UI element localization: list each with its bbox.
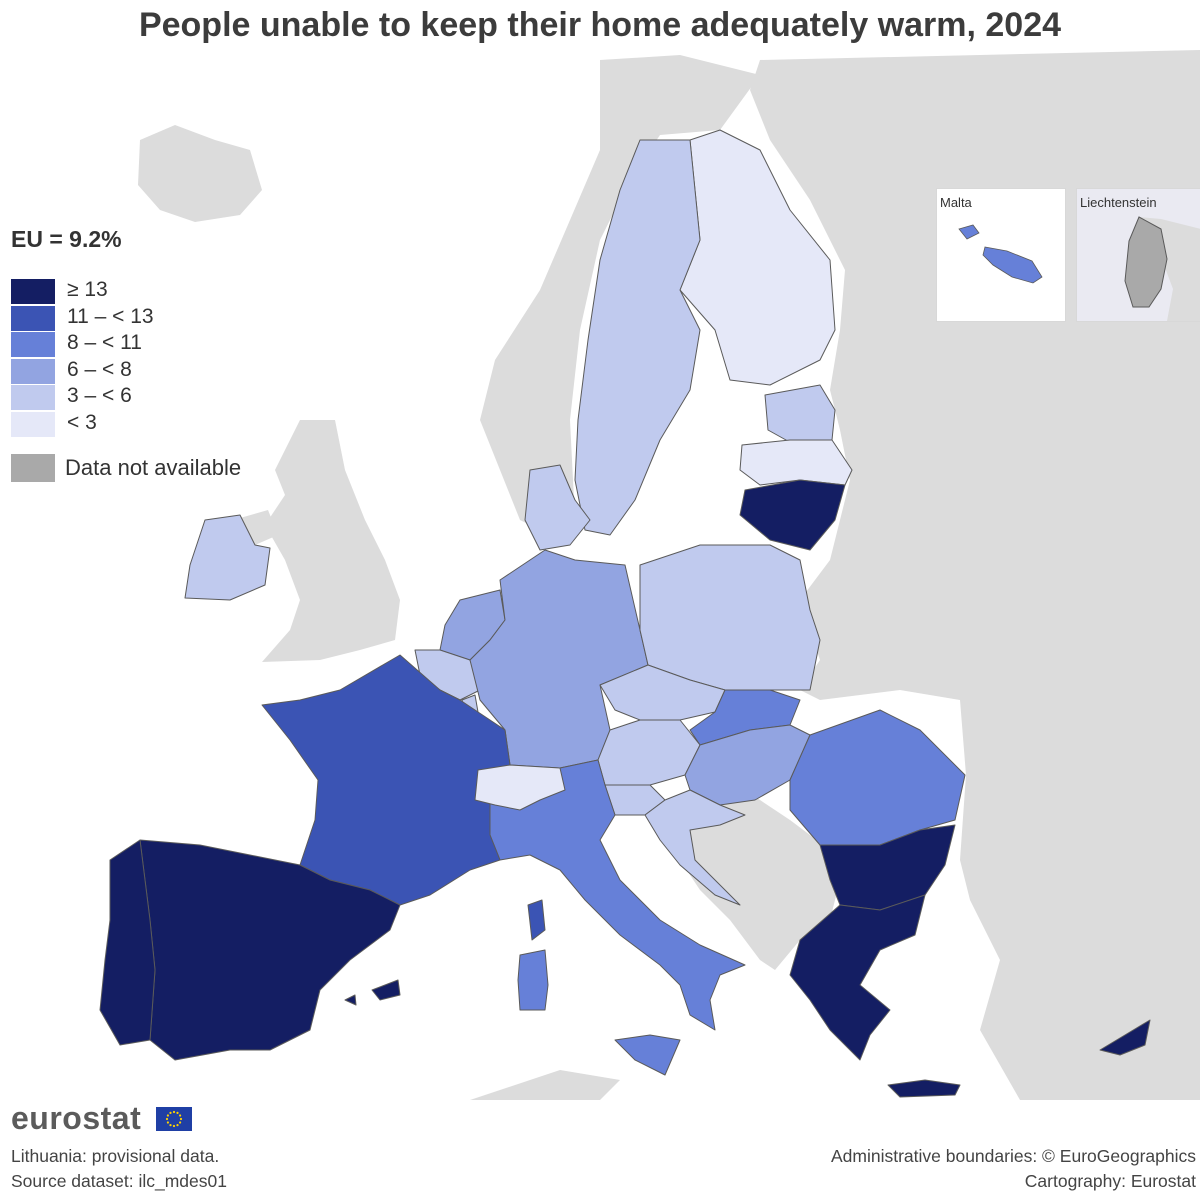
eu-average-label: EU = 9.2% bbox=[11, 226, 122, 252]
legend-swatch bbox=[11, 358, 55, 384]
balkans bbox=[680, 790, 840, 970]
legend-label: ≥ 13 bbox=[67, 278, 108, 301]
eu-countries bbox=[99, 129, 1151, 1098]
great-britain bbox=[262, 420, 400, 662]
switzerland-area-gap bbox=[470, 1070, 620, 1100]
cyprus bbox=[1099, 1019, 1151, 1056]
balearic-islands bbox=[344, 979, 401, 1006]
eurostat-logo: eurostat bbox=[11, 1100, 142, 1136]
inset-liechtenstein: Liechtenstein bbox=[1076, 188, 1200, 322]
crete bbox=[887, 1079, 961, 1098]
inset-malta: Malta bbox=[936, 188, 1066, 322]
latvia bbox=[739, 439, 853, 486]
romania bbox=[789, 709, 966, 846]
footnote-cartography: Cartography: Eurostat bbox=[1024, 1171, 1196, 1191]
eu-flag-icon bbox=[156, 1107, 192, 1131]
sicily bbox=[614, 1034, 681, 1076]
legend-label: 3 – < 6 bbox=[67, 384, 132, 407]
hungary bbox=[684, 724, 811, 806]
legend-swatch bbox=[11, 279, 55, 304]
sardinia bbox=[517, 949, 549, 1011]
legend-label: 11 – < 13 bbox=[67, 304, 154, 328]
sweden bbox=[574, 139, 701, 536]
france bbox=[261, 654, 511, 906]
footnote-provisional: Lithuania: provisional data. bbox=[11, 1146, 220, 1166]
legend-label: < 3 bbox=[67, 410, 97, 434]
poland bbox=[639, 544, 821, 691]
greece bbox=[789, 894, 926, 1061]
legend-swatch bbox=[11, 385, 55, 410]
iceland bbox=[138, 125, 262, 222]
portugal bbox=[99, 839, 156, 1046]
northern-ireland bbox=[240, 510, 278, 545]
legend-swatch bbox=[11, 305, 55, 331]
map-title: People unable to keep their home adequat… bbox=[138, 6, 1062, 44]
footnote-source: Source dataset: ilc_mdes01 bbox=[11, 1171, 227, 1191]
legend-swatch bbox=[11, 411, 55, 437]
switzerland bbox=[474, 764, 566, 811]
inset-malta-label: Malta bbox=[940, 195, 972, 210]
corsica bbox=[527, 899, 546, 941]
legend-label-na: Data not available bbox=[65, 455, 242, 480]
inset-liechtenstein-label: Liechtenstein bbox=[1080, 195, 1157, 210]
legend-label: 6 – < 8 bbox=[67, 357, 132, 381]
estonia bbox=[764, 384, 836, 446]
italy bbox=[489, 759, 746, 1031]
liechtenstein-shape bbox=[1124, 216, 1200, 321]
footnote-boundaries: Administrative boundaries: © EuroGeograp… bbox=[830, 1146, 1196, 1166]
norway bbox=[480, 55, 760, 530]
bulgaria bbox=[819, 824, 956, 911]
lithuania bbox=[739, 479, 846, 551]
legend-swatch-na bbox=[11, 454, 55, 482]
denmark bbox=[524, 464, 591, 551]
ireland bbox=[184, 514, 271, 601]
croatia bbox=[644, 789, 746, 906]
legend-swatch bbox=[11, 332, 55, 357]
malta-island bbox=[958, 224, 1043, 284]
legend-label: 8 – < 11 bbox=[67, 331, 142, 354]
